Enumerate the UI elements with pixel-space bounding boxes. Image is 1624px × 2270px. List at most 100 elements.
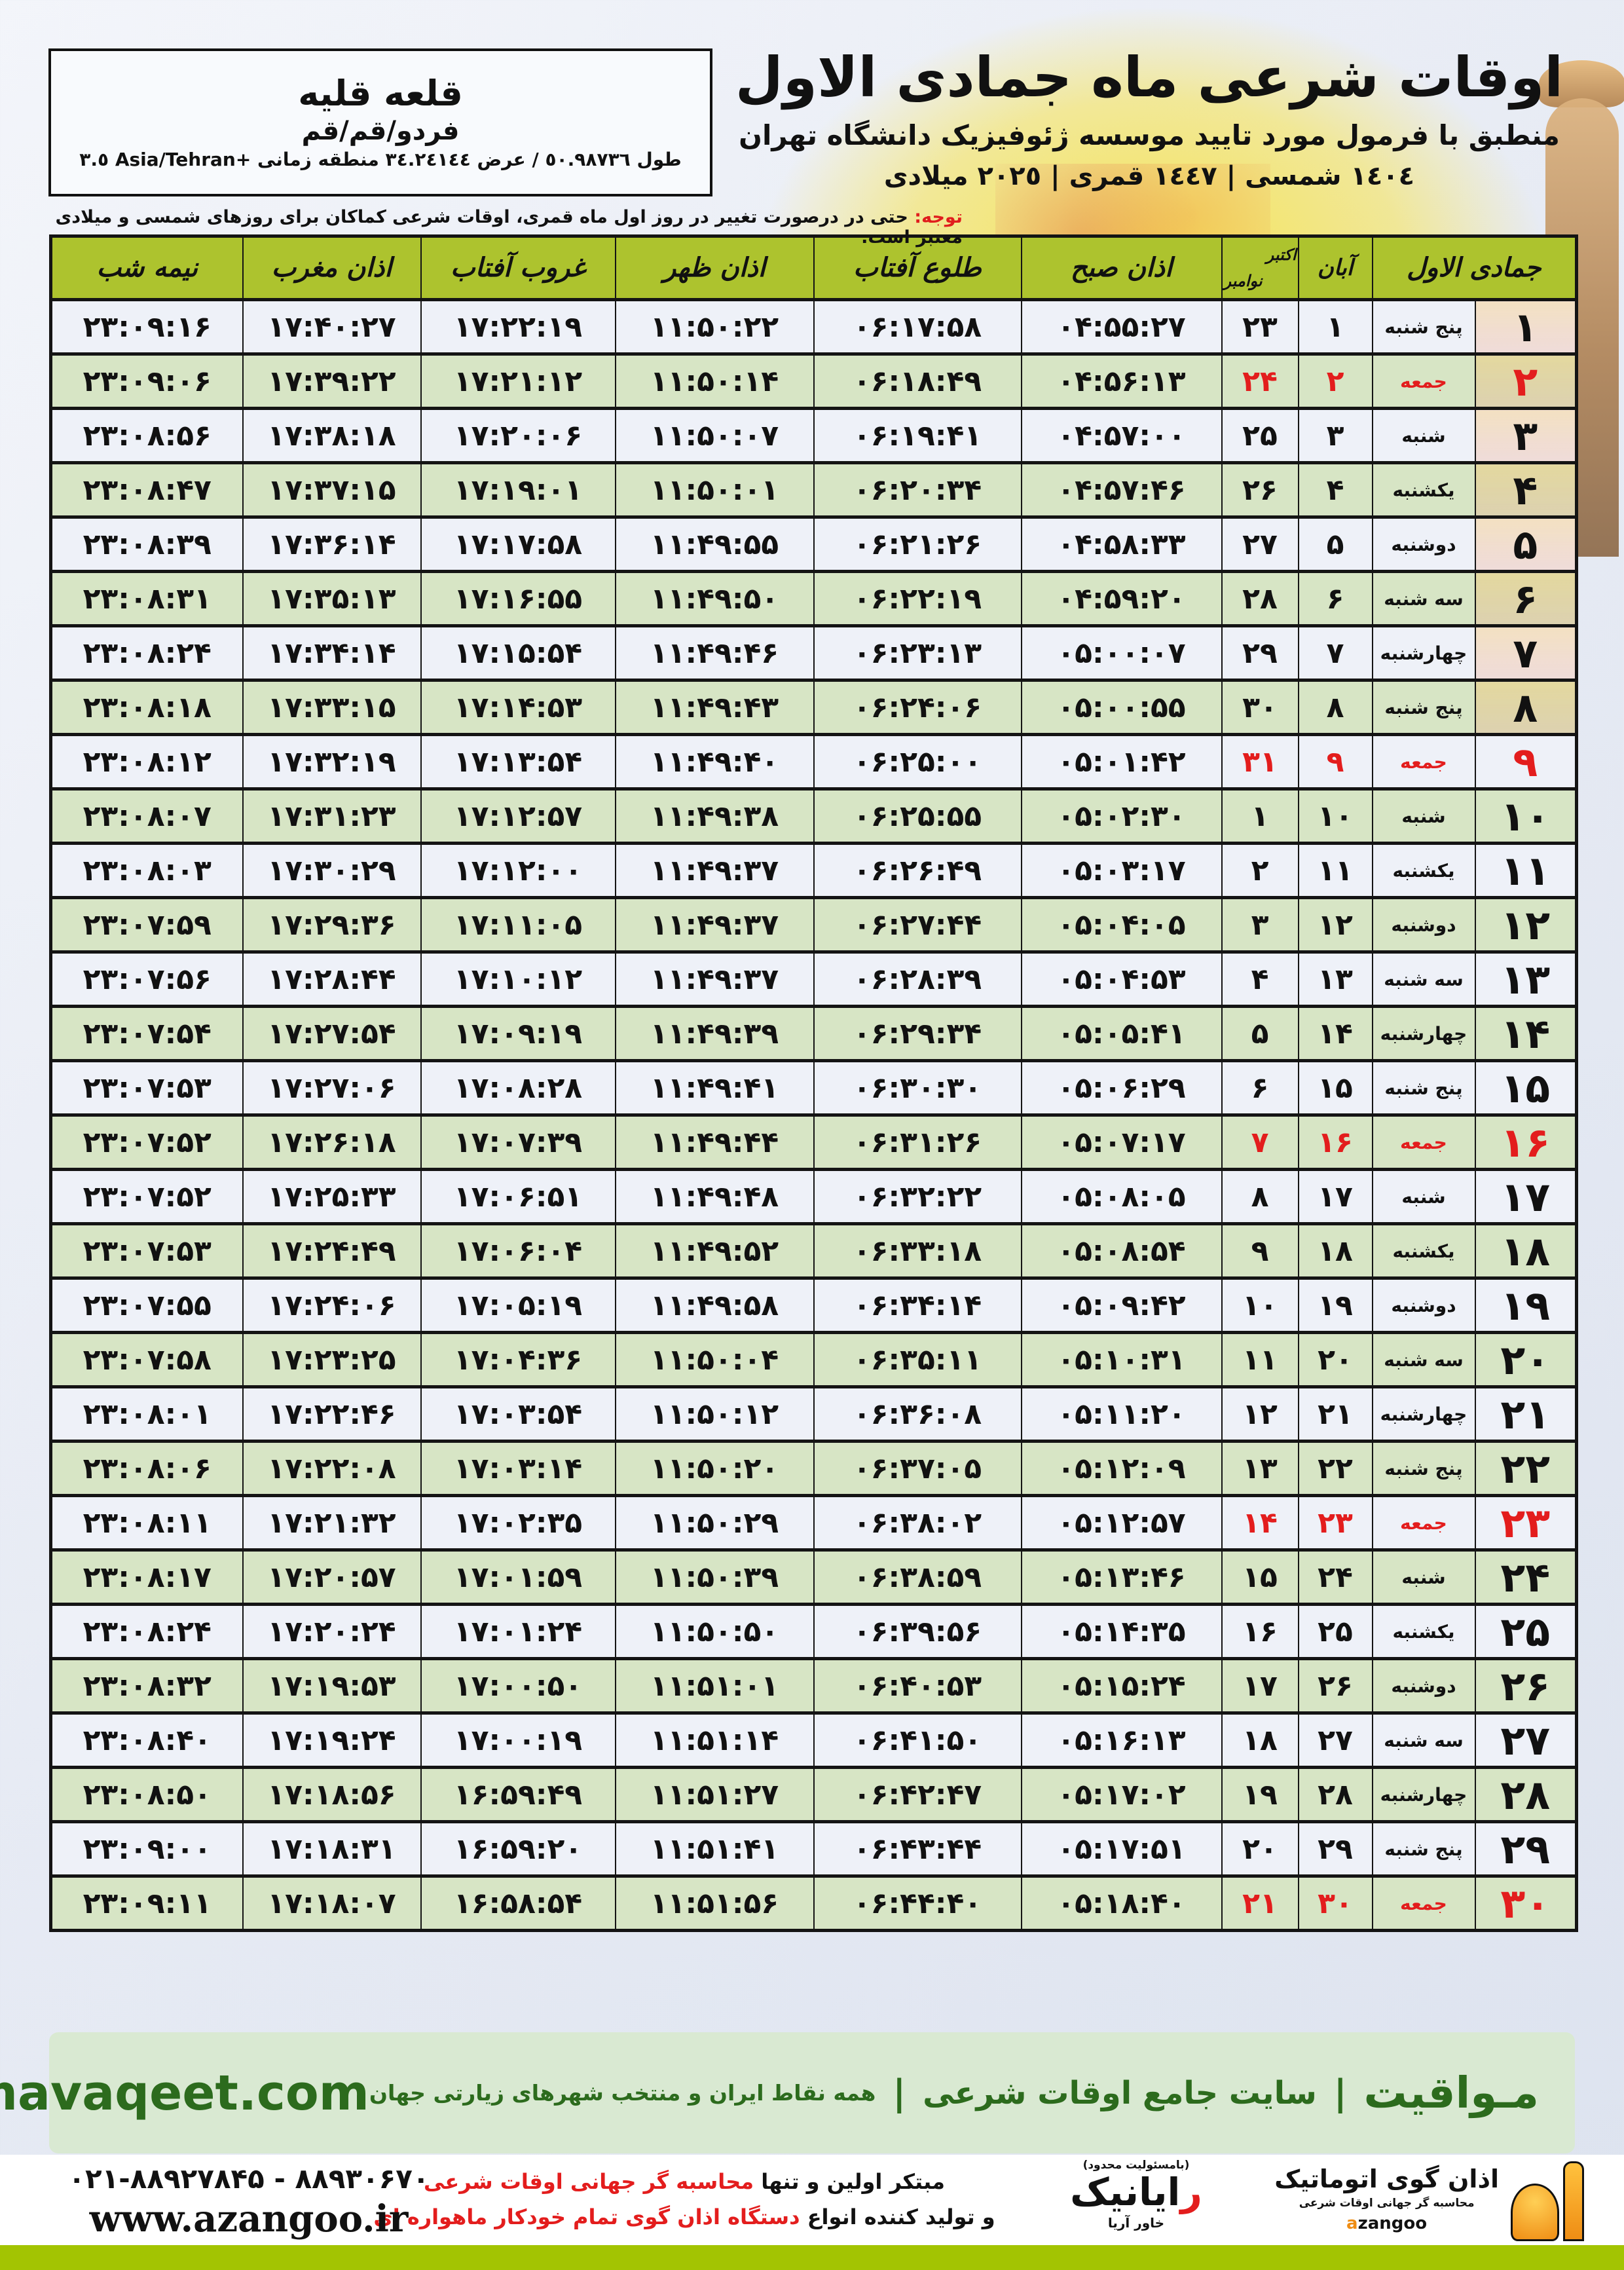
cell-maghrib: ۱۷:۳۶:۱۴ — [242, 515, 422, 573]
cell-midnight: ۲۳:۰۸:۱۷ — [50, 1548, 244, 1606]
cell-midnight: ۲۳:۰۷:۵۲ — [50, 1168, 244, 1225]
cell-midnight: ۲۳:۰۷:۵۴ — [50, 1005, 244, 1062]
table-row: ۷ چهارشنبه ۷ ۲۹ ۰۵:۰۰:۰۷ ۰۶:۲۳:۱۳ ۱۱:۴۹:… — [50, 624, 1578, 682]
cell-sunrise: ۰۶:۳۱:۲۶ — [813, 1113, 1022, 1171]
cell-maghrib: ۱۷:۳۷:۱۵ — [242, 461, 422, 519]
cell-gregorian-day: ۵ — [1221, 1005, 1299, 1062]
cell-gregorian-day: ۲۴ — [1221, 352, 1299, 410]
cell-gregorian-day: ۱۵ — [1221, 1548, 1299, 1606]
location-name: قلعه قلیه — [298, 73, 463, 114]
cell-jumada-day: ۲ — [1474, 352, 1578, 410]
mavaqeet-tagline2: همه نقاط ایران و منتخب شهرهای زیارتی جها… — [369, 2080, 876, 2106]
cell-dhuhr: ۱۱:۵۰:۱۲ — [614, 1385, 815, 1443]
cell-sunrise: ۰۶:۳۵:۱۱ — [813, 1331, 1022, 1388]
azangoo-latin-rest: zangoo — [1357, 2214, 1428, 2233]
cell-dhuhr: ۱۱:۴۹:۳۷ — [614, 842, 815, 899]
cell-gregorian-day: ۲ — [1221, 842, 1299, 899]
table-row: ۲۵ یکشنبه ۲۵ ۱۶ ۰۵:۱۴:۳۵ ۰۶:۳۹:۵۶ ۱۱:۵۰:… — [50, 1603, 1578, 1660]
cell-dhuhr: ۱۱:۵۱:۵۶ — [614, 1874, 815, 1932]
cell-jumada-day: ۱۱ — [1474, 842, 1578, 899]
rayanik-logo: (بامسئولیت محدود) رایانیک خاور آریا — [1025, 2159, 1247, 2231]
cell-sunrise: ۰۶:۱۸:۴۹ — [813, 352, 1022, 410]
cell-maghrib: ۱۷:۲۸:۴۴ — [242, 950, 422, 1008]
cell-gregorian-day: ۱۷ — [1221, 1657, 1299, 1715]
table-row: ۲۷ سه شنبه ۲۷ ۱۸ ۰۵:۱۶:۱۳ ۰۶:۴۱:۵۰ ۱۱:۵۱… — [50, 1711, 1578, 1769]
cell-jumada-day: ۳ — [1474, 407, 1578, 464]
cell-gregorian-day: ۱۱ — [1221, 1331, 1299, 1388]
cell-maghrib: ۱۷:۳۳:۱۵ — [242, 679, 422, 736]
cell-fajr: ۰۵:۱۱:۲۰ — [1020, 1385, 1223, 1443]
cell-sunset: ۱۷:۱۳:۵۴ — [420, 733, 616, 791]
mosque-icon — [1509, 2161, 1588, 2241]
mavaqeet-url: mavaqeet.com — [0, 2064, 369, 2121]
cell-midnight: ۲۳:۰۹:۱۶ — [50, 298, 244, 356]
cell-sunset: ۱۷:۰۲:۳۵ — [420, 1494, 616, 1552]
page-title: اوقات شرعی ماه جمادی الاول — [735, 45, 1564, 109]
contact-block: ۰۲۱-۸۸۹۲۷۸۴۵ - ۸۸۹۳۰۶۷۰ www.azangoo.ir — [46, 2163, 452, 2241]
header-sunset: غروب آفتاب — [420, 234, 616, 301]
cell-aban-day: ۱۰ — [1297, 787, 1373, 845]
cell-gregorian-day: ۶ — [1221, 1059, 1299, 1117]
cell-gregorian-day: ۱۴ — [1221, 1494, 1299, 1552]
cell-fajr: ۰۵:۰۱:۴۲ — [1020, 733, 1223, 791]
cell-fajr: ۰۵:۰۴:۵۳ — [1020, 950, 1223, 1008]
cell-dhuhr: ۱۱:۵۰:۱۴ — [614, 352, 815, 410]
cell-fajr: ۰۵:۱۲:۵۷ — [1020, 1494, 1223, 1552]
cell-dhuhr: ۱۱:۵۰:۲۰ — [614, 1440, 815, 1497]
cell-maghrib: ۱۷:۳۵:۱۳ — [242, 570, 422, 627]
cell-dhuhr: ۱۱:۵۰:۵۰ — [614, 1603, 815, 1660]
cell-fajr: ۰۵:۰۰:۰۷ — [1020, 624, 1223, 682]
cell-maghrib: ۱۷:۱۸:۰۷ — [242, 1874, 422, 1932]
header-jumada: جمادی الاول — [1371, 234, 1578, 301]
footer-strip — [0, 2155, 1624, 2245]
cell-maghrib: ۱۷:۳۴:۱۴ — [242, 624, 422, 682]
cell-jumada-day: ۱۶ — [1474, 1113, 1578, 1171]
cell-aban-day: ۵ — [1297, 515, 1373, 573]
cell-midnight: ۲۳:۰۹:۰۶ — [50, 352, 244, 410]
cell-weekday: چهارشنبه — [1371, 1005, 1476, 1062]
cell-sunset: ۱۷:۱۰:۱۲ — [420, 950, 616, 1008]
cell-gregorian-day: ۱۲ — [1221, 1385, 1299, 1443]
cell-dhuhr: ۱۱:۵۰:۲۹ — [614, 1494, 815, 1552]
table-row: ۲۳ جمعه ۲۳ ۱۴ ۰۵:۱۲:۵۷ ۰۶:۳۸:۰۲ ۱۱:۵۰:۲۹… — [50, 1494, 1578, 1552]
cell-sunrise: ۰۶:۳۸:۵۹ — [813, 1548, 1022, 1606]
cell-sunset: ۱۷:۲۱:۱۲ — [420, 352, 616, 410]
cell-dhuhr: ۱۱:۵۱:۱۴ — [614, 1711, 815, 1769]
cell-gregorian-day: ۸ — [1221, 1168, 1299, 1225]
cell-dhuhr: ۱۱:۵۰:۰۴ — [614, 1331, 815, 1388]
cell-weekday: یکشنبه — [1371, 461, 1476, 519]
promo-line2: و تولید کننده انواع دستگاه اذان گوی تمام… — [357, 2199, 1012, 2235]
cell-aban-day: ۸ — [1297, 679, 1373, 736]
table-row: ۶ سه شنبه ۶ ۲۸ ۰۴:۵۹:۲۰ ۰۶:۲۲:۱۹ ۱۱:۴۹:۵… — [50, 570, 1578, 627]
cell-midnight: ۲۳:۰۷:۵۸ — [50, 1331, 244, 1388]
cell-midnight: ۲۳:۰۸:۰۷ — [50, 787, 244, 845]
cell-fajr: ۰۵:۱۵:۲۴ — [1020, 1657, 1223, 1715]
promo-line2-black: و تولید کننده انواع — [800, 2205, 995, 2230]
minaret-icon — [1563, 2161, 1584, 2241]
cell-dhuhr: ۱۱:۵۱:۲۷ — [614, 1766, 815, 1823]
cell-maghrib: ۱۷:۲۴:۴۹ — [242, 1222, 422, 1280]
cell-aban-day: ۲ — [1297, 352, 1373, 410]
cell-aban-day: ۳ — [1297, 407, 1373, 464]
azangoo-logo: اذان گوی اتوماتیک محاسبه گر جهانی اوقات … — [1274, 2161, 1588, 2241]
cell-maghrib: ۱۷:۲۰:۵۷ — [242, 1548, 422, 1606]
cell-sunrise: ۰۶:۴۲:۴۷ — [813, 1766, 1022, 1823]
cell-sunrise: ۰۶:۱۷:۵۸ — [813, 298, 1022, 356]
promo-line1-red: محاسبه گر جهانی اوقات شرعی — [424, 2169, 754, 2194]
cell-sunset: ۱۷:۰۰:۵۰ — [420, 1657, 616, 1715]
cell-aban-day: ۲۶ — [1297, 1657, 1373, 1715]
cell-sunrise: ۰۶:۲۹:۳۴ — [813, 1005, 1022, 1062]
cell-fajr: ۰۵:۰۴:۰۵ — [1020, 896, 1223, 954]
rayanik-initial: ر — [1180, 2170, 1202, 2214]
cell-midnight: ۲۳:۰۸:۳۱ — [50, 570, 244, 627]
cell-sunset: ۱۷:۱۲:۰۰ — [420, 842, 616, 899]
table-row: ۱۷ شنبه ۱۷ ۸ ۰۵:۰۸:۰۵ ۰۶:۳۲:۲۲ ۱۱:۴۹:۴۸ … — [50, 1168, 1578, 1225]
cell-fajr: ۰۵:۱۴:۳۵ — [1020, 1603, 1223, 1660]
cell-midnight: ۲۳:۰۸:۳۹ — [50, 515, 244, 573]
cell-fajr: ۰۵:۰۹:۴۲ — [1020, 1276, 1223, 1334]
cell-sunset: ۱۷:۰۳:۱۴ — [420, 1440, 616, 1497]
cell-jumada-day: ۲۰ — [1474, 1331, 1578, 1388]
cell-maghrib: ۱۷:۲۲:۴۶ — [242, 1385, 422, 1443]
cell-sunset: ۱۷:۲۰:۰۶ — [420, 407, 616, 464]
cell-aban-day: ۲۳ — [1297, 1494, 1373, 1552]
